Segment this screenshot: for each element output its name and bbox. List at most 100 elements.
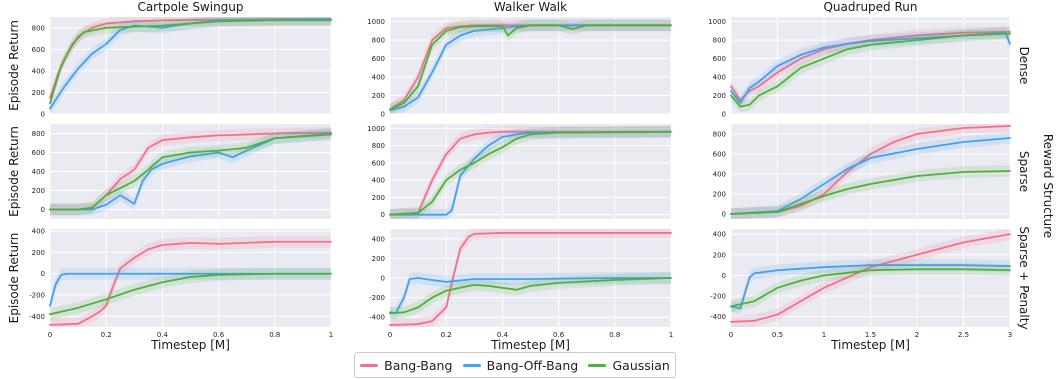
y-tick-label: 200	[32, 89, 45, 97]
y-tick-label: 400	[32, 67, 45, 75]
band-bang-off-bang	[390, 19, 671, 114]
legend-item-bang-bang: Bang-Bang	[360, 358, 452, 373]
series-line-gaussian	[730, 268, 1011, 308]
band-bang-off-bang	[50, 127, 331, 216]
band-gaussian	[390, 126, 671, 219]
y-tick-label: 200	[372, 194, 385, 202]
y-tick-label: 600	[372, 159, 385, 167]
series-line-gaussian	[49, 19, 332, 105]
y-tick-label: 200	[32, 187, 45, 195]
y-tick-label: 0	[41, 206, 45, 214]
band-gaussian	[390, 272, 671, 320]
panel-title: Quadruped Run	[823, 0, 917, 14]
y-tick-label: 200	[713, 92, 726, 100]
series-line-bang-off-bang	[730, 137, 1011, 215]
legend-swatch-bang-off-bang	[462, 363, 481, 367]
band-gaussian	[731, 165, 1010, 219]
y-tick-label: 400	[372, 74, 385, 82]
x-axis-label: Timestep [M]	[830, 338, 910, 352]
y-tick-label: 0	[722, 272, 726, 280]
panel-2-2: 0 200 400 600 800 1000	[367, 124, 672, 219]
x-tick-label: 0.2	[441, 331, 452, 339]
x-tick-label: 0.5	[772, 331, 783, 339]
plot-area	[50, 17, 331, 114]
band-gaussian	[731, 263, 1010, 313]
x-axis-label: Timestep [M]	[150, 338, 230, 352]
y-tick-label: 0	[722, 211, 726, 219]
y-tick-label: 200	[713, 191, 726, 199]
y-tick-label: 200	[32, 249, 45, 257]
y-tick-label: 600	[713, 151, 726, 159]
x-tick-label: 1.5	[865, 331, 876, 339]
y-tick-label: 0	[41, 111, 45, 119]
series-line-bang-bang	[730, 30, 1011, 102]
y-tick-label: -200	[369, 294, 385, 302]
y-tick-label: 600	[32, 46, 45, 54]
panel-1-1: 0 200 400 600 800 Cartpole Swingup Episode Ret…	[7, 0, 332, 119]
x-tick-label: 1	[822, 331, 826, 339]
x-tick-label: 2.5	[958, 331, 969, 339]
panel-3-3: -400 -200 0 200 400 0 0.5 1 1.5 2 2.5 3 Timestep [M]…	[710, 226, 1031, 352]
y-tick-label: 200	[372, 92, 385, 100]
series-line-bang-bang	[389, 232, 672, 326]
y-tick-label: 0	[381, 211, 385, 219]
y-tick-label: -200	[29, 292, 45, 300]
x-tick-label: 0	[388, 331, 392, 339]
band-bang-bang	[390, 19, 671, 114]
y-tick-label: 600	[32, 149, 45, 157]
plot-area	[390, 17, 671, 114]
y-tick-label: 400	[713, 231, 726, 239]
series-line-bang-bang	[730, 233, 1011, 323]
y-tick-label: -400	[29, 313, 45, 321]
legend-label-bang-bang: Bang-Bang	[384, 357, 453, 373]
y-tick-label: -400	[369, 314, 385, 322]
x-tick-label: 0.6	[553, 331, 565, 339]
band-bang-off-bang	[390, 126, 671, 219]
legend-label-bang-off-bang: Bang-Off-Bang	[486, 357, 579, 373]
y-tick-label: -400	[710, 313, 726, 321]
series-line-gaussian	[389, 277, 672, 315]
band-bang-off-bang	[731, 132, 1010, 219]
band-bang-bang	[390, 229, 671, 327]
y-axis-label: Episode Return	[7, 20, 21, 111]
panel-3-1: -400 -200 0 200 400 0 0.2 0.4 0.6 0.8 1 Episode Ret…	[7, 228, 333, 352]
series-line-bang-off-bang	[730, 264, 1011, 310]
x-tick-label: 2	[915, 331, 919, 339]
y-tick-label: 0	[41, 270, 45, 278]
band-gaussian	[50, 128, 331, 216]
y-axis-label: Episode Return	[7, 126, 21, 217]
plot-area	[50, 229, 331, 327]
legend-label-gaussian: Gaussian	[612, 357, 670, 373]
y-tick-label: -200	[710, 293, 726, 301]
x-tick-label: 0.2	[101, 331, 112, 339]
series-line-bang-bang	[49, 240, 332, 326]
band-bang-bang	[731, 124, 1010, 219]
y-tick-label: 800	[713, 131, 726, 139]
x-tick-label: 0.4	[497, 331, 509, 339]
band-bang-off-bang	[50, 267, 331, 312]
series-line-bang-off-bang	[389, 277, 672, 315]
legend-item-gaussian: Gaussian	[588, 357, 670, 373]
y-tick-label: 600	[372, 55, 385, 63]
row-label: Sparse	[1017, 151, 1031, 192]
y-tick-label: 400	[372, 235, 385, 243]
x-axis-label: Timestep [M]	[490, 338, 570, 352]
y-tick-label: 400	[32, 228, 45, 236]
legend-swatch-bang-bang	[360, 363, 379, 367]
band-bang-bang	[390, 126, 671, 219]
panel-title: Walker Walk	[494, 0, 567, 14]
row-label: Sparse + Penalty	[1017, 226, 1031, 329]
y-tick-label: 800	[372, 142, 385, 150]
y-tick-label: 1000	[367, 125, 385, 133]
x-tick-label: 0.4	[157, 331, 169, 339]
panel-title: Cartpole Swingup	[137, 0, 243, 14]
y-tick-label: 0	[722, 111, 726, 119]
series-line-gaussian	[730, 170, 1011, 215]
band-bang-bang	[50, 235, 331, 327]
y-tick-label: 400	[713, 74, 726, 82]
y-tick-label: 400	[372, 177, 385, 185]
series-line-gaussian	[730, 32, 1011, 108]
y-tick-label: 200	[713, 251, 726, 259]
x-tick-label: 1	[669, 331, 673, 339]
legend-swatch-gaussian	[588, 363, 607, 367]
